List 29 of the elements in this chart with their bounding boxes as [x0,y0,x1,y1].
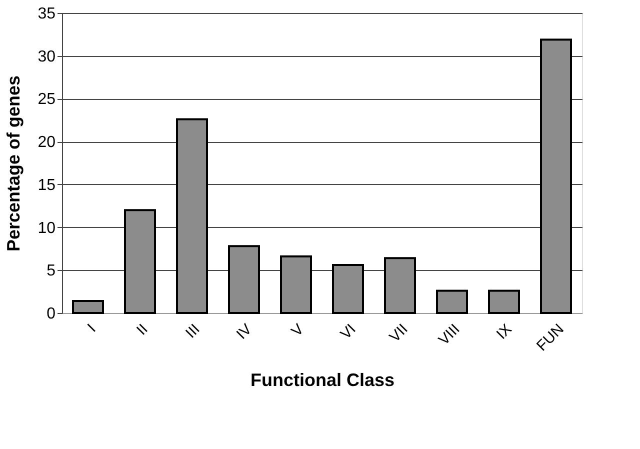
bar [124,209,156,314]
x-axis-title: Functional Class [250,370,395,390]
y-tick-label: 0 [46,306,56,322]
y-tick-label: 10 [38,220,56,237]
x-tick-label: VI [337,320,360,343]
y-tick-label: 5 [46,262,56,280]
y-tick-label: 35 [38,6,56,22]
x-tick-label: II [133,320,152,339]
y-tick-label: 15 [38,176,56,194]
x-tick-label: VIII [435,320,464,349]
bar [436,290,468,314]
bar [72,300,104,314]
y-tick-label: 30 [38,48,56,66]
x-tick-label: III [182,320,204,342]
x-tick-label: IV [233,320,256,343]
x-tick-label: IX [493,320,516,343]
bar [332,264,364,314]
y-tick-label: 25 [38,91,56,108]
bar [384,257,416,314]
bar [228,245,260,314]
bar [280,255,312,314]
bar [488,290,520,314]
bar [176,118,208,314]
x-tick-label: VII [386,320,412,346]
y-tick-label: 20 [38,134,56,152]
x-tick-label: I [84,320,100,336]
bar [540,38,572,314]
x-tick-label: V [288,320,308,340]
y-axis-title: Percentage of genes [4,75,24,252]
